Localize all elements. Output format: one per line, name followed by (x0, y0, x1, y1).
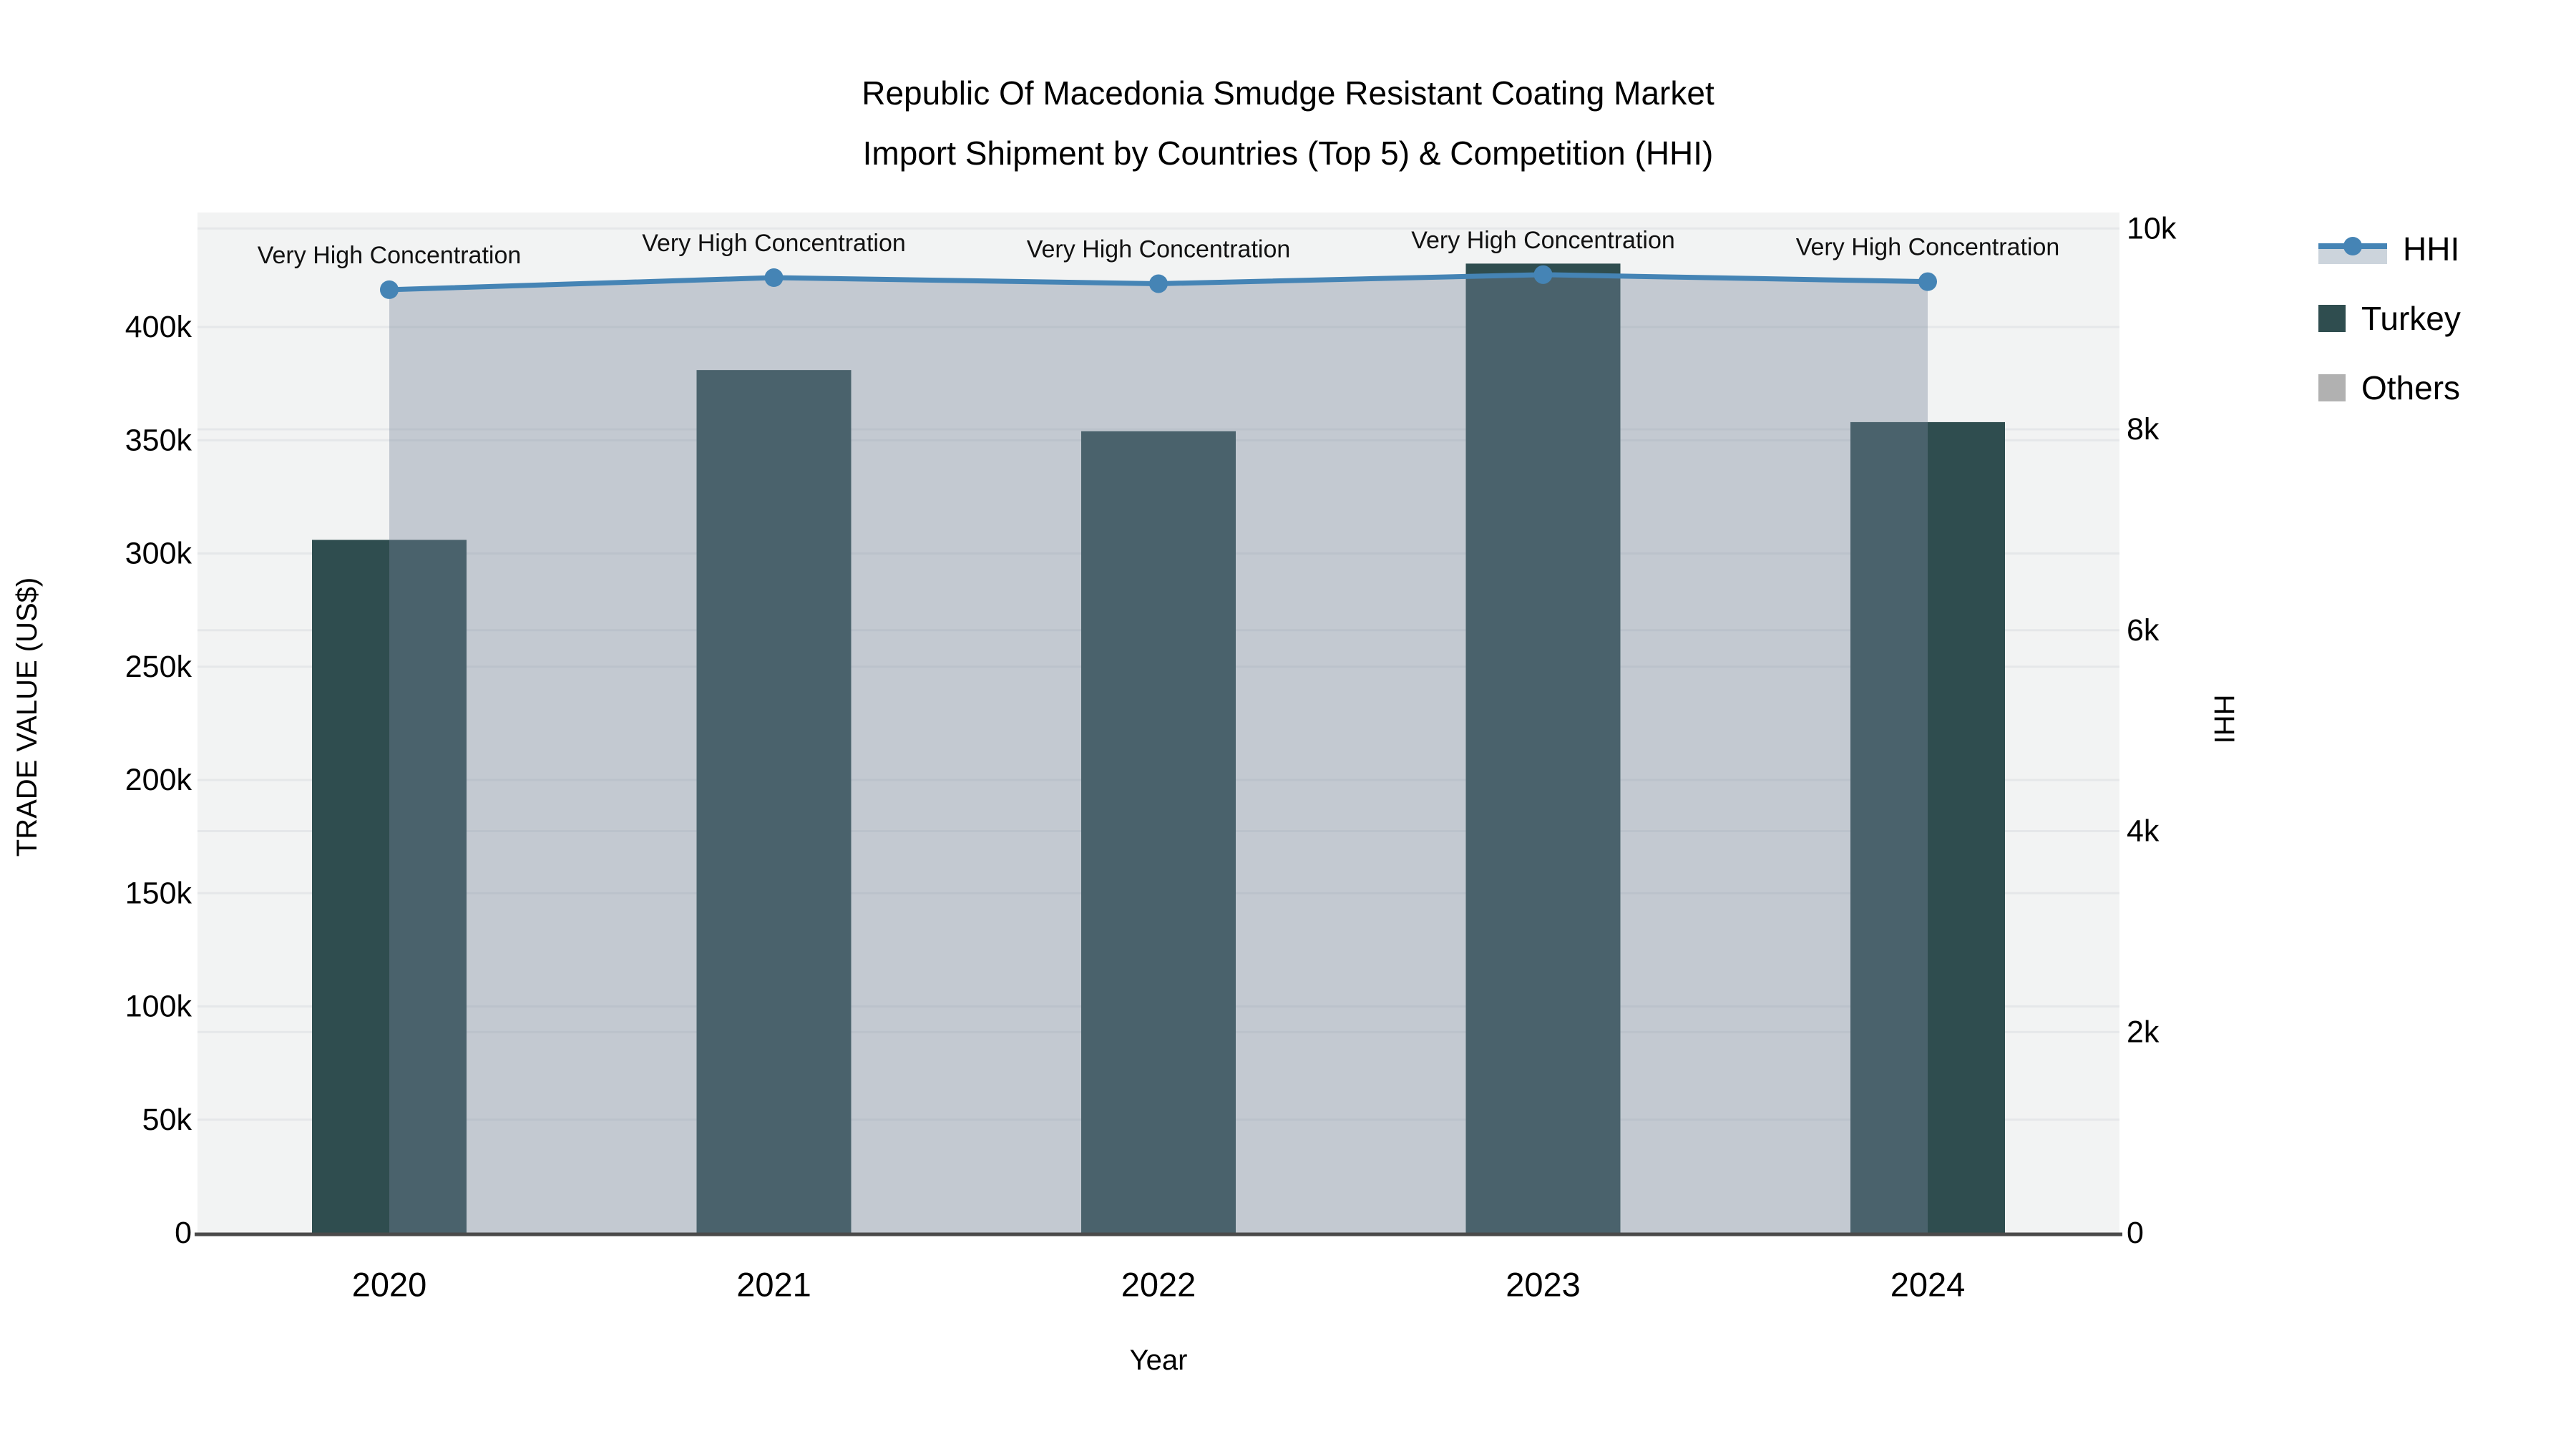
annotation-2020: Very High Concentration (258, 242, 522, 269)
legend-label: Others (2361, 369, 2461, 406)
hhi-marker-2023 (1533, 265, 1553, 284)
left-tick-label-250k: 250k (125, 650, 192, 684)
right-tick-label-6k: 6k (2127, 613, 2160, 648)
left-tick-label-400k: 400k (125, 310, 192, 344)
chart-title-line2: Import Shipment by Countries (Top 5) & C… (862, 135, 1714, 172)
bar-turkey-2022 (1081, 431, 1236, 1233)
right-axis-title: HHI (2208, 695, 2240, 744)
left-tick-label-300k: 300k (125, 537, 192, 571)
x-axis-title: Year (1130, 1345, 1188, 1376)
bar-turkey-2024 (1850, 421, 2005, 1234)
bar-turkey-2023 (1465, 263, 1621, 1233)
hhi-marker-2022 (1149, 274, 1168, 293)
legend: HHI Turkey Others (2318, 229, 2461, 408)
legend-item-others[interactable]: Others (2318, 368, 2461, 408)
hhi-marker-2021 (764, 268, 784, 288)
right-tick-label-8k: 8k (2127, 412, 2160, 447)
hhi-area (389, 274, 1928, 1233)
left-tick-label-100k: 100k (125, 990, 192, 1024)
annotation-2024: Very High Concentration (1796, 234, 2060, 261)
legend-swatch-others (2318, 374, 2346, 401)
x-tick-label-2024: 2024 (1890, 1266, 1966, 1304)
right-tick-label-2k: 2k (2127, 1015, 2160, 1049)
right-tick-label-0: 0 (2127, 1216, 2144, 1250)
right-tick-label-4k: 4k (2127, 814, 2160, 849)
left-tick-label-350k: 350k (125, 423, 192, 457)
annotation-2021: Very High Concentration (642, 230, 906, 257)
hhi-marker-2020 (380, 280, 399, 299)
x-tick-label-2022: 2022 (1121, 1266, 1196, 1304)
legend-item-turkey[interactable]: Turkey (2318, 298, 2461, 338)
annotation-2022: Very High Concentration (1027, 235, 1291, 263)
legend-hhi-line-icon (2318, 231, 2387, 267)
annotation-2023: Very High Concentration (1411, 227, 1675, 254)
right-tick-label-10k: 10k (2127, 211, 2177, 245)
left-axis-title: TRADE VALUE (US$) (11, 577, 43, 857)
left-tick-label-200k: 200k (125, 763, 192, 797)
left-tick-label-50k: 50k (142, 1103, 192, 1137)
chart-title: Republic Of Macedonia Smudge Resistant C… (0, 63, 2576, 183)
bars-turkey (312, 263, 2005, 1234)
left-tick-label-150k: 150k (125, 876, 192, 910)
x-tick-label-2020: 2020 (352, 1266, 427, 1304)
left-tick-label-0: 0 (175, 1216, 192, 1250)
legend-label: Turkey (2361, 300, 2461, 337)
legend-swatch-turkey (2318, 305, 2346, 332)
chart-title-line1: Republic Of Macedonia Smudge Resistant C… (862, 74, 1714, 112)
bar-turkey-2020 (312, 540, 467, 1233)
x-tick-label-2021: 2021 (736, 1266, 811, 1304)
legend-label: HHI (2403, 230, 2460, 268)
bar-turkey-2021 (696, 370, 852, 1233)
legend-item-hhi[interactable]: HHI (2318, 229, 2461, 269)
hhi-marker-2024 (1918, 272, 1937, 291)
x-tick-label-2023: 2023 (1506, 1266, 1581, 1304)
